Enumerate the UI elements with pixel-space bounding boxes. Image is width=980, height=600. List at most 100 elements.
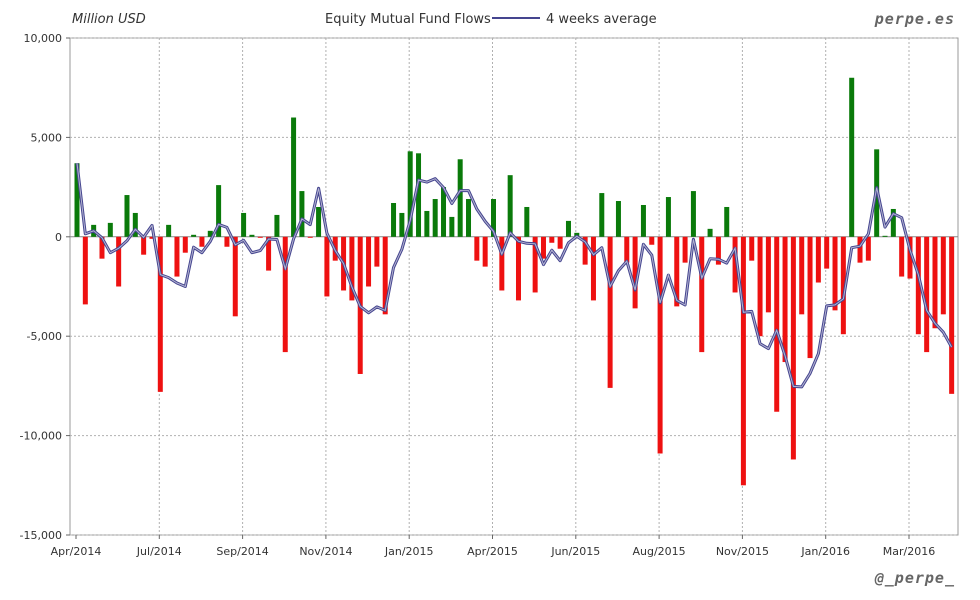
bar: [282, 236, 288, 353]
bar: [849, 77, 855, 237]
bar: [307, 236, 313, 238]
bar: [474, 236, 480, 261]
bar: [707, 228, 713, 237]
bar: [324, 236, 330, 297]
bar: [690, 191, 696, 237]
bar: [807, 236, 813, 359]
bar: [157, 236, 163, 392]
bar: [882, 235, 888, 237]
bar: [599, 193, 605, 237]
average-line-inner: [76, 163, 953, 388]
bar: [649, 236, 655, 245]
x-tick-label: Aug/2015: [633, 545, 686, 558]
bar: [949, 236, 955, 394]
y-axis-ticks: 10,000 5,000 0 -5,000 -10,000 -15,000: [20, 32, 62, 542]
bar: [232, 236, 238, 317]
bar: [424, 210, 430, 237]
bar: [790, 236, 796, 460]
bar: [890, 208, 896, 237]
bar: [840, 236, 846, 335]
bar: [207, 230, 213, 237]
bar: [216, 185, 222, 237]
x-tick-label: Nov/2014: [299, 545, 352, 558]
y-tick-label: 10,000: [24, 32, 63, 45]
bar: [832, 236, 838, 311]
bar: [699, 236, 705, 353]
y-tick-label: 5,000: [31, 131, 63, 144]
bar: [640, 204, 646, 237]
bar: [132, 212, 138, 237]
bar: [757, 236, 763, 337]
unit-label: Million USD: [72, 12, 146, 27]
bar: [257, 236, 263, 238]
bar: [607, 236, 613, 388]
bar: [224, 236, 230, 247]
bar: [449, 216, 455, 237]
bar: [740, 236, 746, 486]
y-tick-label: -5,000: [27, 330, 62, 343]
bar: [657, 236, 663, 454]
bar: [199, 236, 205, 247]
bar: [399, 212, 405, 237]
x-tick-label: Mar/2016: [883, 545, 935, 558]
brand-logo: perpe.es: [874, 10, 955, 28]
x-tick-label: Jan/2016: [800, 545, 850, 558]
bar: [74, 163, 80, 237]
y-tick-label: -10,000: [20, 430, 62, 443]
bar: [524, 206, 530, 237]
bar: [907, 236, 913, 279]
bar: [316, 206, 322, 237]
bar: [624, 236, 630, 263]
bar: [924, 236, 930, 353]
bar: [582, 236, 588, 265]
bar: [191, 234, 197, 237]
bar: [615, 201, 621, 237]
bar: [466, 199, 472, 237]
bar: [241, 212, 247, 237]
y-tick-label: -15,000: [20, 529, 62, 542]
bar: [865, 236, 871, 261]
bar: [391, 203, 397, 237]
bar: [682, 236, 688, 263]
bar: [665, 197, 671, 237]
bar: [557, 236, 563, 249]
bar: [116, 236, 122, 287]
bar: [565, 220, 571, 237]
bar: [824, 236, 830, 269]
bar: [532, 236, 538, 293]
bars: [74, 77, 955, 486]
bar: [774, 236, 780, 412]
bar: [765, 236, 771, 313]
x-tick-label: Sep/2014: [216, 545, 268, 558]
bar: [491, 199, 496, 237]
bar: [482, 236, 488, 267]
bar: [632, 236, 638, 309]
legend-label: 4 weeks average: [546, 12, 657, 27]
bar: [124, 195, 130, 237]
x-tick-label: Nov/2015: [716, 545, 769, 558]
bar: [441, 187, 447, 237]
bar: [299, 191, 305, 237]
bar: [899, 236, 905, 277]
bar: [540, 236, 546, 259]
x-tick-label: Jun/2015: [550, 545, 600, 558]
x-tick-label: Apr/2014: [51, 545, 102, 558]
bar: [174, 236, 180, 277]
bar: [815, 236, 821, 283]
bar: [782, 236, 788, 363]
bar: [166, 224, 172, 237]
y-tick-label: 0: [55, 231, 62, 244]
bar: [382, 236, 388, 315]
bar: [432, 199, 438, 237]
bar: [857, 236, 863, 263]
x-tick-label: Jan/2015: [384, 545, 434, 558]
bar: [940, 236, 946, 315]
plot-frame: [69, 37, 959, 536]
chart-title: Equity Mutual Fund Flows: [325, 12, 491, 27]
bar: [507, 175, 513, 237]
bar: [366, 236, 372, 287]
x-tick-label: Jul/2014: [136, 545, 182, 558]
footer-handle: @_perpe_: [874, 569, 955, 587]
bar: [799, 236, 805, 315]
